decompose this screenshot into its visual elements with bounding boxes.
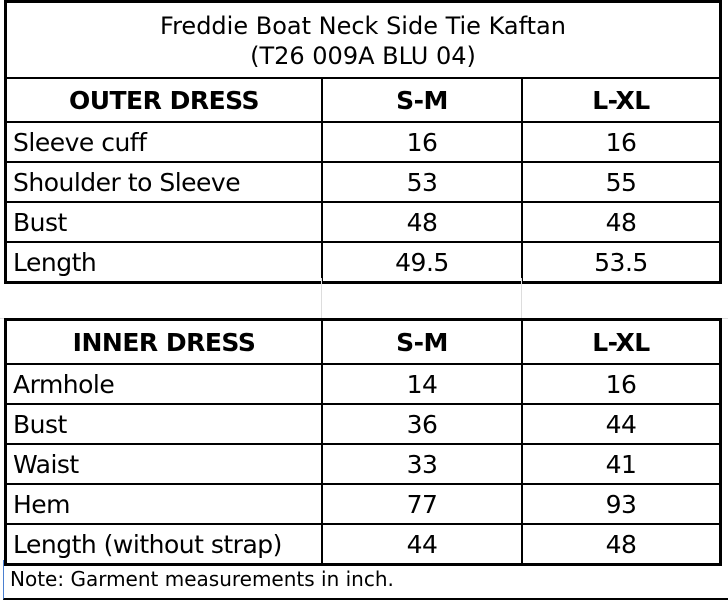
measurement-value: 44 [323, 525, 523, 563]
measurement-label: Hem [7, 485, 323, 523]
measurement-value: 48 [605, 529, 637, 559]
measurement-label: Armhole [7, 365, 323, 403]
gridline [521, 278, 522, 318]
inner-dress-table: INNER DRESS S-M L-XL Armhole 14 16 Bust 36 44 Wai… [4, 318, 722, 566]
measurement-value: 53.5 [594, 247, 648, 277]
measurement-label: Sleeve cuff [7, 123, 323, 161]
column-header: S-M [323, 321, 523, 363]
title-line-2: (T26 009A BLU 04) [250, 42, 476, 70]
column-header: L-XL [592, 327, 650, 357]
gridline [321, 278, 322, 318]
measurement-value: 49.5 [323, 243, 523, 281]
measurement-value: 16 [605, 127, 637, 157]
outer-dress-table: Freddie Boat Neck Side Tie Kaftan (T26 0… [4, 0, 722, 284]
measurement-value: 53 [323, 163, 523, 201]
measurement-value: 48 [323, 203, 523, 241]
table-row: Hem 77 93 [7, 483, 719, 523]
measurement-value: 33 [323, 445, 523, 483]
measurement-label: Length (without strap) [7, 525, 323, 563]
column-header: L-XL [592, 85, 650, 115]
note-text: Note: Garment measurements in inch. [3, 560, 728, 600]
table-row: Armhole 14 16 [7, 363, 719, 403]
measurement-label: Shoulder to Sleeve [7, 163, 323, 201]
table-row: Sleeve cuff 16 16 [7, 121, 719, 161]
column-header: INNER DRESS [7, 321, 323, 363]
measurement-label: Bust [7, 405, 323, 443]
title-line-1: Freddie Boat Neck Side Tie Kaftan [160, 12, 566, 40]
spacer-row [0, 278, 728, 319]
measurement-value: 44 [605, 409, 637, 439]
measurement-value: 16 [323, 123, 523, 161]
header-row: OUTER DRESS S-M L-XL [7, 79, 719, 121]
header-row: INNER DRESS S-M L-XL [7, 321, 719, 363]
measurement-label: Length [7, 243, 323, 281]
table-row: Bust 48 48 [7, 201, 719, 241]
column-header: OUTER DRESS [7, 79, 323, 121]
table-row: Waist 33 41 [7, 443, 719, 483]
measurement-label: Waist [7, 445, 323, 483]
measurement-value: 77 [323, 485, 523, 523]
measurement-value: 41 [605, 449, 637, 479]
table-title: Freddie Boat Neck Side Tie Kaftan (T26 0… [7, 3, 719, 79]
column-header: S-M [323, 79, 523, 121]
table-row: Length 49.5 53.5 [7, 241, 719, 281]
measurement-value: 93 [605, 489, 637, 519]
measurement-value: 55 [605, 167, 637, 197]
table-row: Bust 36 44 [7, 403, 719, 443]
measurement-label: Bust [7, 203, 323, 241]
measurement-value: 48 [605, 207, 637, 237]
table-row: Length (without strap) 44 48 [7, 523, 719, 563]
measurement-value: 14 [323, 365, 523, 403]
measurement-value: 36 [323, 405, 523, 443]
measurement-value: 16 [605, 369, 637, 399]
table-row: Shoulder to Sleeve 53 55 [7, 161, 719, 201]
